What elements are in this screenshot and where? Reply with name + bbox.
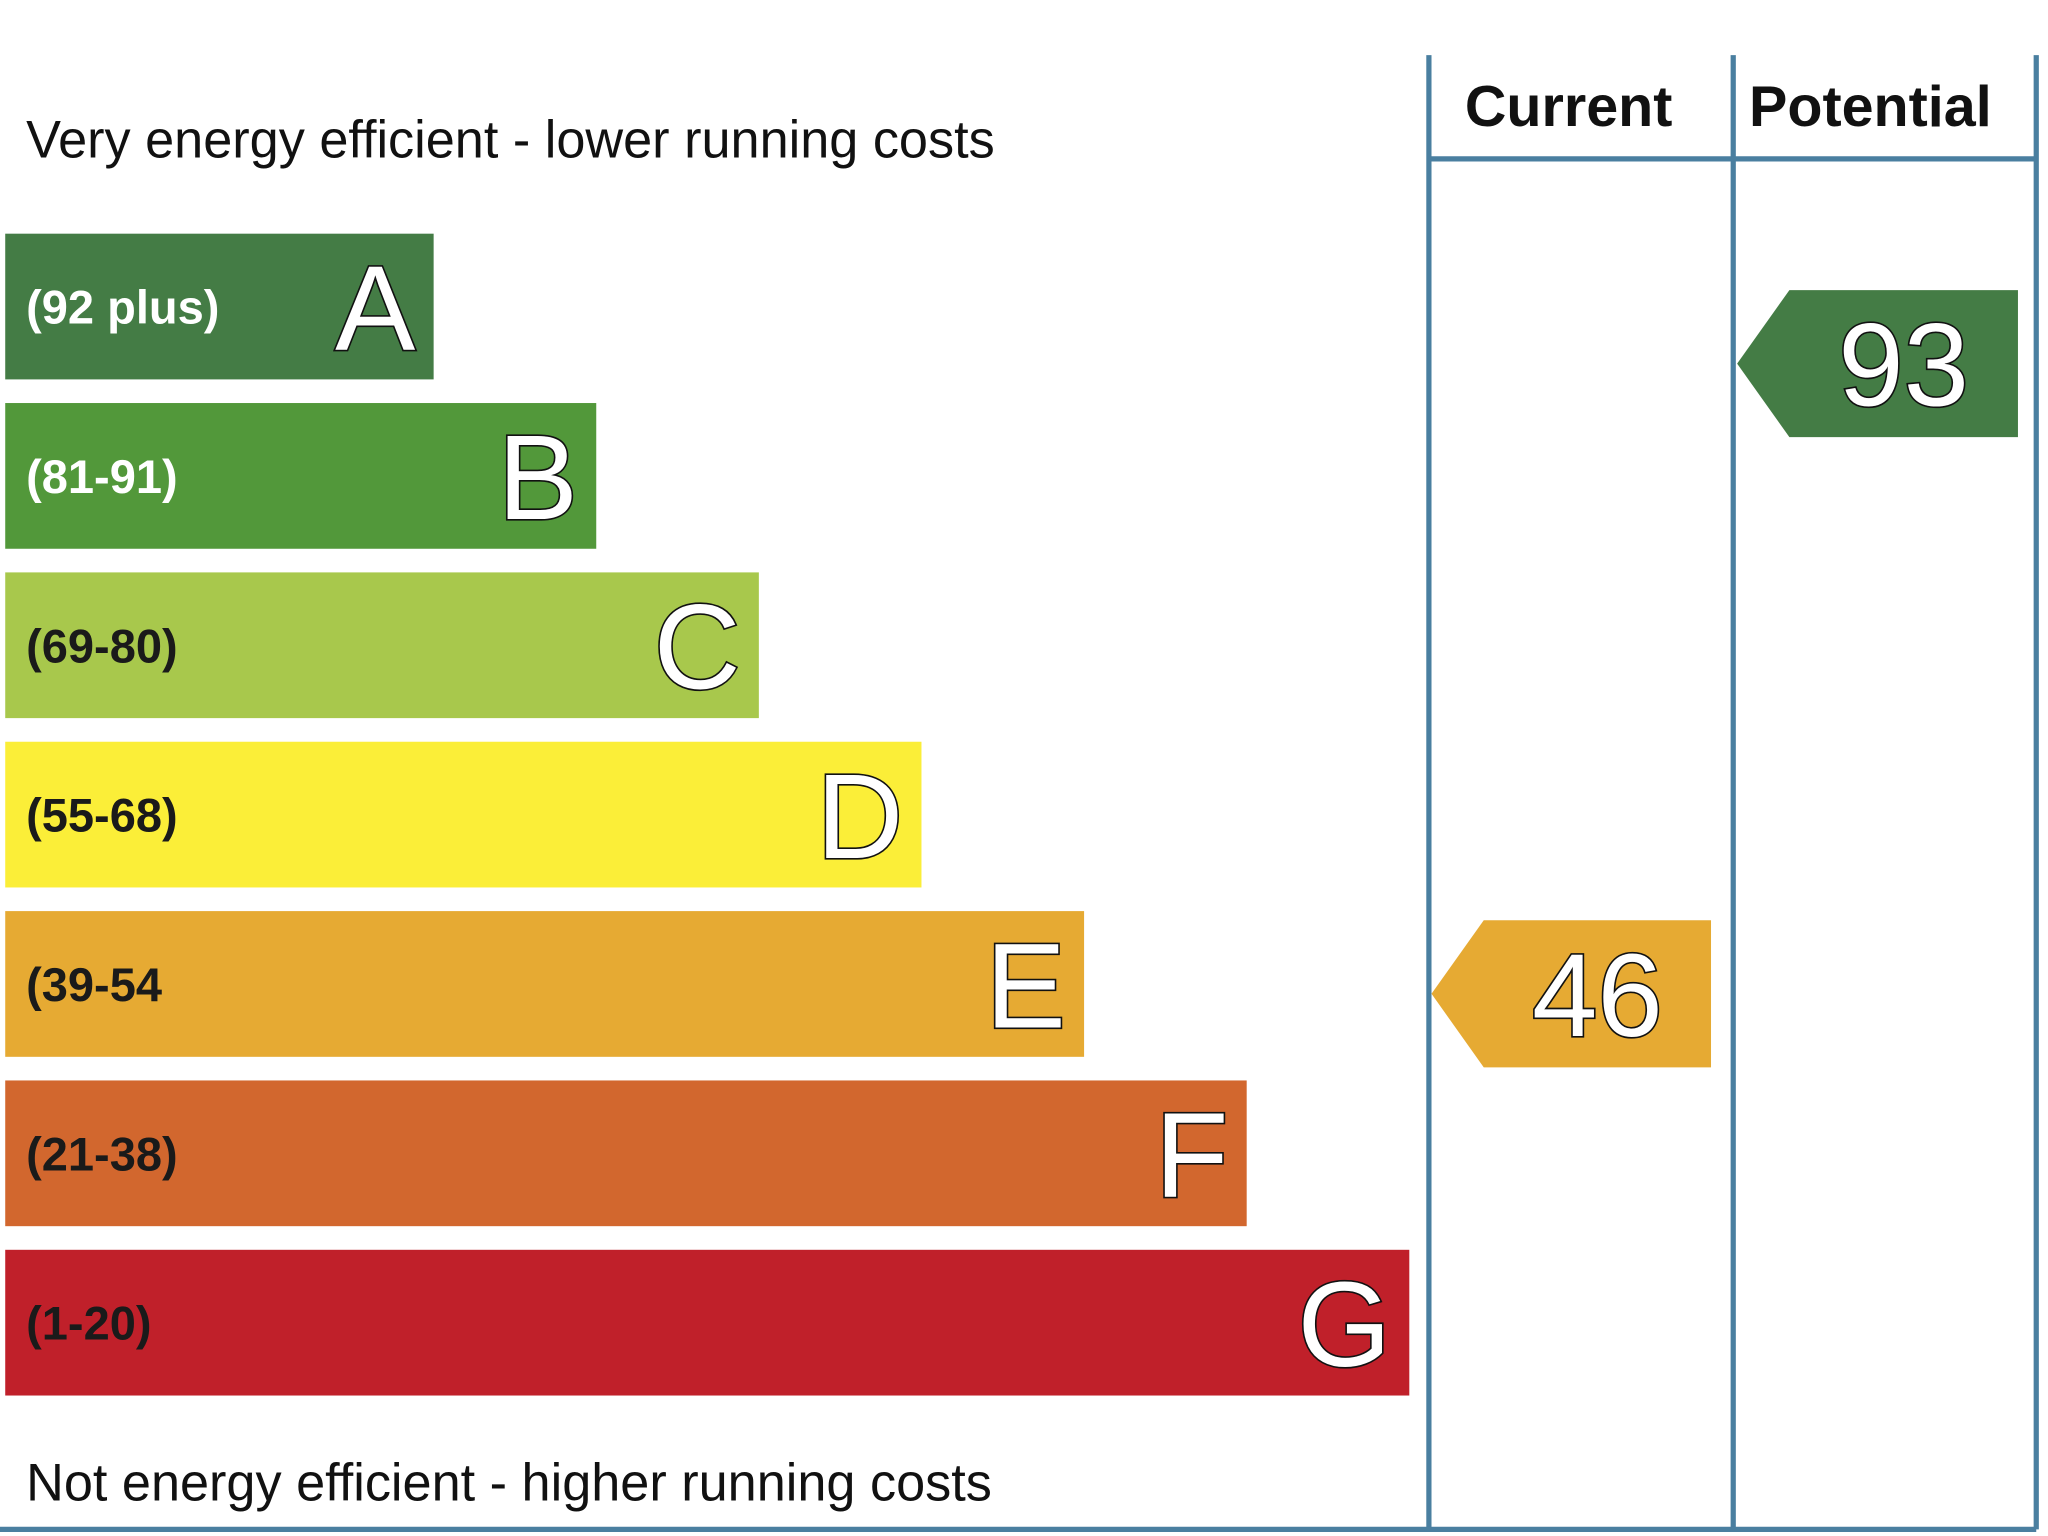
band-letter: B bbox=[498, 410, 578, 545]
rating-arrow bbox=[1431, 920, 1712, 1068]
band-letter: D bbox=[816, 749, 903, 884]
rating-value: 46 bbox=[1532, 929, 1663, 1061]
rating-value: 93 bbox=[1838, 298, 1969, 430]
band-letter: E bbox=[986, 918, 1066, 1053]
band-range: (1-20) bbox=[26, 1297, 151, 1350]
band-bar bbox=[5, 1080, 1247, 1227]
band-letter: F bbox=[1155, 1087, 1228, 1222]
bottom-label: Not energy efficient - higher running co… bbox=[26, 1454, 992, 1512]
band-letter: G bbox=[1298, 1257, 1391, 1392]
column-header: Potential bbox=[1749, 75, 1992, 139]
band-letter: C bbox=[654, 579, 741, 714]
rating-arrow bbox=[1737, 290, 2018, 438]
band-range: (92 plus) bbox=[26, 281, 219, 334]
band-bar bbox=[5, 1249, 1410, 1396]
band-bar bbox=[5, 911, 1085, 1057]
band-range: (39-54 bbox=[26, 958, 162, 1011]
band-bar bbox=[5, 741, 922, 888]
band-range: (81-91) bbox=[26, 450, 178, 503]
band-bar bbox=[5, 233, 434, 380]
top-label: Very energy efficient - lower running co… bbox=[26, 111, 995, 169]
band-bar bbox=[5, 572, 759, 719]
band-range: (55-68) bbox=[26, 789, 178, 842]
band-bar bbox=[5, 403, 597, 549]
band-range: (21-38) bbox=[26, 1127, 178, 1180]
band-range: (69-80) bbox=[26, 619, 178, 672]
column-header: Current bbox=[1465, 75, 1673, 139]
band-letter: A bbox=[335, 241, 416, 376]
